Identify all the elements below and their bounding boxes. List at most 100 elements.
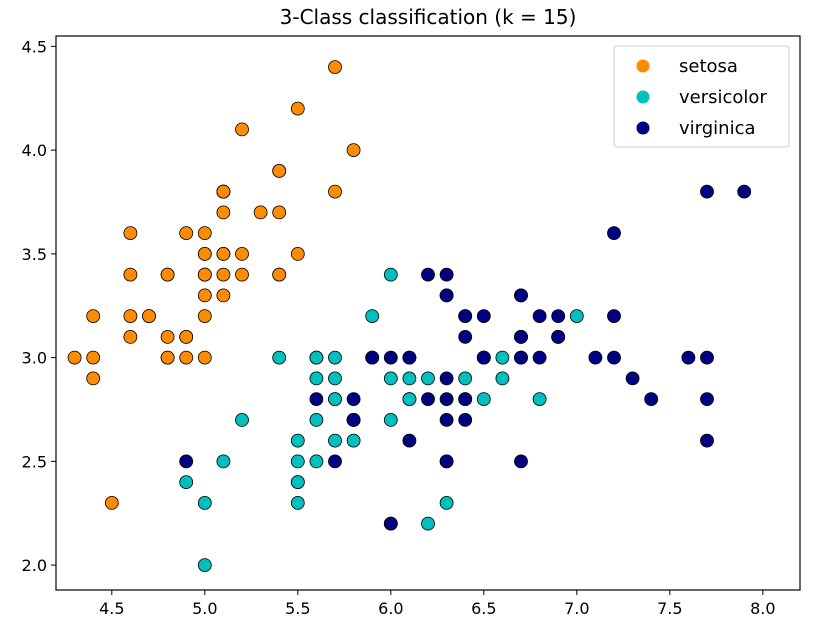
virginica-point (532, 309, 547, 324)
versicolor-point (383, 412, 398, 427)
y-tick-label: 3.0 (22, 349, 47, 368)
versicolor-point (235, 412, 249, 427)
virginica-point (439, 371, 454, 386)
virginica-point (402, 350, 417, 365)
versicolor-point (328, 350, 342, 365)
virginica-point (458, 412, 473, 427)
setosa-point (346, 143, 361, 158)
virginica-point (439, 412, 454, 427)
virginica-point (700, 350, 714, 365)
virginica-point (346, 392, 361, 407)
x-tick-label: 6.0 (378, 599, 403, 618)
versicolor-point (346, 433, 361, 448)
versicolor-point (309, 371, 324, 386)
virginica-point (179, 454, 194, 469)
versicolor-point (328, 371, 342, 386)
y-tick-label: 4.5 (22, 37, 47, 56)
setosa-point (328, 184, 342, 199)
legend-marker-setosa (636, 59, 650, 73)
setosa-point (216, 288, 231, 303)
legend-label-setosa: setosa (679, 56, 738, 77)
virginica-point (607, 226, 621, 241)
virginica-point (346, 412, 361, 427)
versicolor-point (197, 558, 212, 572)
x-tick-label: 5.5 (285, 599, 310, 618)
x-tick-label: 4.5 (99, 599, 124, 618)
virginica-point (383, 350, 398, 365)
setosa-point (123, 329, 138, 344)
versicolor-point (328, 392, 342, 407)
virginica-point (421, 267, 435, 282)
setosa-point (160, 267, 175, 282)
plot-frame (55, 35, 801, 591)
virginica-point (514, 454, 528, 469)
y-tick-label: 2.0 (22, 556, 47, 575)
versicolor-point (421, 371, 435, 386)
versicolor-point (290, 475, 305, 490)
x-tick-label: 7.0 (564, 599, 589, 618)
versicolor-point (272, 350, 287, 365)
legend-marker-versicolor (636, 90, 650, 104)
virginica-point (588, 350, 603, 365)
x-tick-label: 6.5 (471, 599, 496, 618)
setosa-point (160, 350, 175, 365)
virginica-point (681, 350, 696, 365)
virginica-point (700, 392, 714, 407)
setosa-point (290, 246, 305, 261)
legend-marker-virginica (636, 121, 650, 135)
versicolor-point (569, 309, 584, 324)
virginica-point (644, 392, 659, 407)
y-tick-label: 2.5 (22, 452, 47, 471)
virginica-point (365, 350, 380, 365)
setosa-point (197, 226, 212, 241)
setosa-point (235, 246, 249, 261)
setosa-point (272, 205, 287, 220)
virginica-point (402, 433, 417, 448)
setosa-point (104, 495, 119, 510)
setosa-point (216, 205, 231, 220)
y-tick-label: 4.0 (22, 141, 47, 160)
setosa-point (86, 371, 101, 386)
setosa-point (197, 267, 212, 282)
virginica-point (458, 309, 473, 324)
virginica-point (458, 392, 473, 407)
setosa-point (235, 267, 249, 282)
plot-points (67, 60, 752, 572)
virginica-point (700, 433, 714, 448)
virginica-point (458, 329, 473, 344)
setosa-point (179, 329, 194, 344)
setosa-point (123, 309, 138, 324)
virginica-point (625, 371, 640, 386)
legend: setosa versicolor virginica (613, 45, 790, 148)
virginica-point (421, 392, 435, 407)
x-tick-label: 8.0 (750, 599, 775, 618)
virginica-point (607, 309, 621, 324)
legend-box (613, 45, 790, 148)
virginica-point (607, 350, 621, 365)
chart-title: 3-Class classification (k = 15) (280, 5, 577, 29)
setosa-point (216, 184, 231, 199)
versicolor-point (383, 267, 398, 282)
setosa-point (197, 288, 212, 303)
legend-label-versicolor: versicolor (679, 87, 767, 108)
versicolor-point (179, 475, 194, 490)
setosa-point (216, 246, 231, 261)
versicolor-point (290, 454, 305, 469)
versicolor-point (421, 516, 435, 531)
versicolor-point (197, 495, 212, 510)
versicolor-point (476, 392, 491, 407)
virginica-point (551, 329, 566, 344)
virginica-point (532, 350, 547, 365)
x-tick-label: 7.5 (657, 599, 682, 618)
legend-label-virginica: virginica (679, 118, 756, 139)
versicolor-point (216, 454, 231, 469)
virginica-point (514, 329, 528, 344)
setosa-point (197, 309, 212, 324)
versicolor-point (309, 350, 324, 365)
setosa-point (197, 350, 212, 365)
setosa-point (179, 226, 194, 241)
y-tick-label: 3.5 (22, 245, 47, 264)
setosa-point (272, 267, 287, 282)
virginica-point (514, 350, 528, 365)
setosa-point (216, 267, 231, 282)
